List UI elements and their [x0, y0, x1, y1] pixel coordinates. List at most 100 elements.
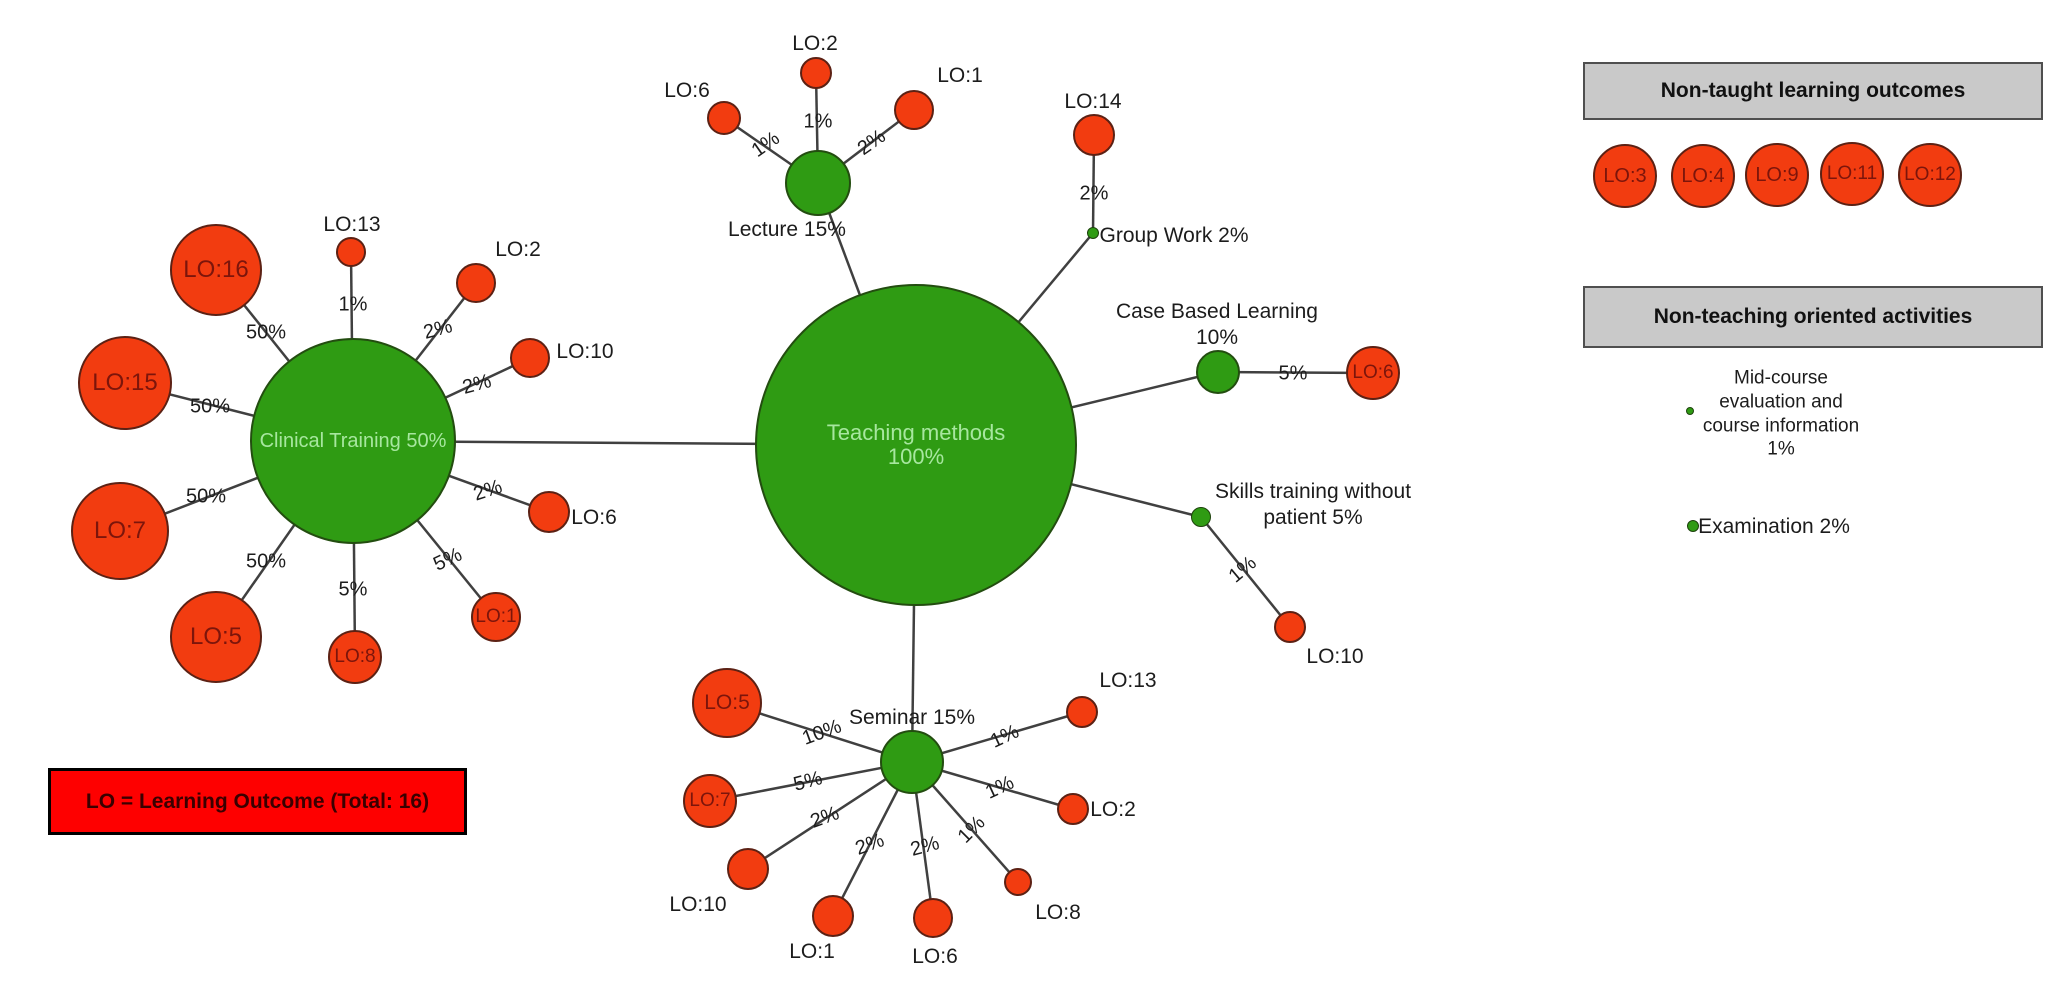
outcome-clinical-lo1-text: LO:1: [475, 605, 517, 627]
outcome-lecture-lo2: [800, 57, 832, 89]
label-lecture-lo2-line: LO:2: [792, 31, 838, 55]
label-lecture: Lecture 15%: [728, 217, 846, 243]
label-seminar-lo1-line: LO:1: [789, 939, 835, 963]
label-group-work-line: Group Work 2%: [1099, 223, 1249, 247]
outcome-seminar-lo5-text: LO:5: [704, 691, 750, 715]
edge-label-le-l2: 1%: [803, 110, 833, 133]
node-clinical-training-text: Clinical Training 50%: [259, 430, 447, 452]
lo-legend-text: LO = Learning Outcome (Total: 16): [85, 789, 430, 813]
outcome-clinical-lo6: [528, 491, 570, 533]
node-case-based-learning: [1196, 350, 1240, 394]
label-examination-line: Examination 2%: [1698, 514, 1850, 538]
label-skills-training-line: patient 5%: [1263, 506, 1363, 529]
outcome-nontaught-lo9-text: LO:9: [1755, 164, 1799, 186]
outcome-seminar-lo8: [1004, 868, 1032, 896]
outcome-clinical-lo15-text: LO:15: [92, 368, 158, 396]
outcome-clinical-lo2: [456, 263, 496, 303]
non-teaching-panel-header: Non-teaching oriented activities: [1583, 286, 2043, 348]
label-seminar-lo10-line: LO:10: [669, 892, 727, 916]
label-clinical-lo10: LO:10: [556, 339, 613, 365]
label-clinical-lo2-line: LO:2: [495, 237, 541, 261]
edge-st-st10: [1200, 516, 1291, 628]
label-clinical-lo10-line: LO:10: [556, 339, 614, 363]
label-clinical-lo6: LO:6: [571, 505, 617, 531]
label-clinical-lo6-line: LO:6: [571, 505, 617, 529]
lo-legend-box: LO = Learning Outcome (Total: 16): [48, 768, 467, 835]
node-lecture: [785, 150, 851, 216]
node-examination-dot: [1687, 520, 1699, 532]
outcome-clinical-lo5-text: LO:5: [189, 622, 243, 650]
outcome-seminar-lo10: [727, 848, 769, 890]
node-teaching-methods: Teaching methods 100%: [755, 284, 1077, 606]
outcome-casebased-lo6: LO:6: [1346, 346, 1400, 400]
outcome-clinical-lo16: LO:16: [170, 224, 262, 316]
label-examination: Examination 2%: [1698, 514, 1850, 540]
label-mid-course-line: evaluation and: [1719, 391, 1843, 413]
edge-label-ct-c13: 1%: [338, 293, 368, 316]
label-seminar-lo1: LO:1: [789, 939, 835, 965]
outcome-seminar-lo6: [913, 898, 953, 938]
label-lecture-lo2: LO:2: [792, 31, 838, 57]
edge-label-ct-c5: 50%: [245, 550, 287, 573]
label-seminar-lo13-line: LO:13: [1099, 668, 1157, 692]
outcome-nontaught-lo12: LO:12: [1898, 143, 1962, 207]
outcome-seminar-lo5: LO:5: [692, 668, 762, 738]
outcome-nontaught-lo3: LO:3: [1593, 144, 1657, 208]
outcome-seminar-lo13: [1066, 696, 1098, 728]
label-seminar-lo8-line: LO:8: [1035, 900, 1081, 924]
outcome-clinical-lo13: [336, 237, 366, 267]
label-clinical-lo2: LO:2: [495, 237, 541, 263]
label-group-work: Group Work 2%: [1100, 223, 1249, 249]
label-lecture-lo6-line: LO:6: [664, 78, 710, 102]
outcome-groupwork-lo14: [1073, 114, 1115, 156]
node-clinical-training: Clinical Training 50%: [250, 338, 456, 544]
outcome-lecture-lo1: [894, 90, 934, 130]
label-seminar-lo8: LO:8: [1035, 900, 1081, 926]
outcome-skills-lo10: [1274, 611, 1306, 643]
outcome-nontaught-lo12-text: LO:12: [1904, 163, 1956, 185]
label-groupwork-lo14-line: LO:14: [1064, 89, 1122, 113]
label-seminar-lo2: LO:2: [1090, 797, 1136, 823]
node-teaching-methods-text: Teaching methods: [826, 419, 1006, 445]
edge-se-s7: [709, 760, 913, 803]
non-taught-panel-header: Non-taught learning outcomes: [1583, 62, 2043, 120]
outcome-nontaught-lo4: LO:4: [1671, 144, 1735, 208]
outcome-clinical-lo8: LO:8: [328, 630, 382, 684]
label-lecture-lo1-line: LO:1: [937, 63, 983, 87]
outcome-nontaught-lo9: LO:9: [1745, 143, 1809, 207]
outcome-clinical-lo7-text: LO:7: [93, 516, 147, 544]
label-case-based-learning-line: 10%: [1195, 326, 1239, 349]
label-seminar-line: Seminar 15%: [848, 705, 976, 729]
label-skills-training-line: Skills training without: [1214, 479, 1412, 503]
outcome-clinical-lo5: LO:5: [170, 591, 262, 683]
outcome-clinical-lo16-text: LO:16: [183, 255, 249, 283]
label-lecture-lo1: LO:1: [937, 63, 983, 89]
non-teaching-title: Non-teaching oriented activities: [1653, 305, 1973, 328]
outcome-lecture-lo6: [707, 101, 741, 135]
outcome-clinical-lo10: [510, 338, 550, 378]
label-skills-lo10-line: LO:10: [1306, 644, 1364, 668]
outcome-clinical-lo7: LO:7: [71, 482, 169, 580]
outcome-nontaught-lo3-text: LO:3: [1603, 165, 1647, 187]
label-seminar-lo6-line: LO:6: [912, 944, 958, 968]
outcome-nontaught-lo11: LO:11: [1820, 142, 1884, 206]
outcome-seminar-lo7: LO:7: [683, 774, 737, 828]
edge-label-ct-c15: 50%: [189, 395, 231, 418]
label-seminar-lo6: LO:6: [912, 944, 958, 970]
label-seminar-lo13: LO:13: [1099, 668, 1156, 694]
node-mid-course-dot: [1686, 407, 1694, 415]
label-groupwork-lo14: LO:14: [1064, 89, 1121, 115]
label-mid-course-line: Mid-course: [1734, 367, 1828, 389]
edge-label-ct-c16: 50%: [245, 321, 287, 344]
node-group-work: [1087, 227, 1099, 239]
node-skills-training: [1191, 507, 1211, 527]
label-lecture-lo6: LO:6: [664, 78, 710, 104]
label-case-based-learning-line: Case Based Learning: [1116, 299, 1318, 323]
label-mid-course-line: course information: [1702, 415, 1860, 436]
outcome-nontaught-lo11-text: LO:11: [1826, 162, 1878, 184]
label-seminar: Seminar 15%: [849, 705, 975, 731]
outcome-clinical-lo8-text: LO:8: [334, 645, 376, 667]
label-mid-course: Mid-course evaluation and course informati…: [1703, 367, 1859, 462]
outcome-seminar-lo1: [812, 895, 854, 937]
